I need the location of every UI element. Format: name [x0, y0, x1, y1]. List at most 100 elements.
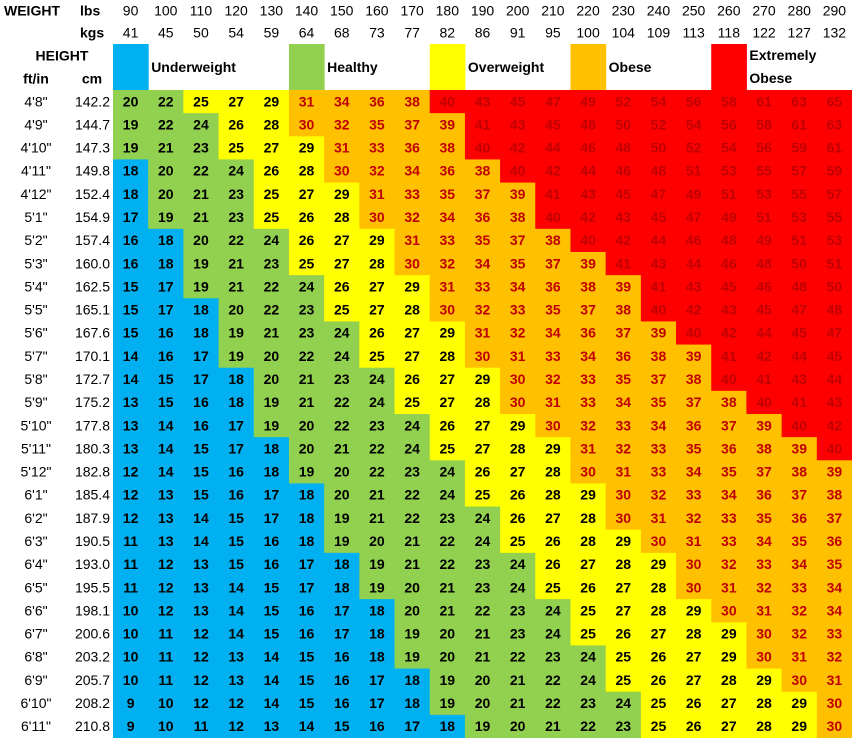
kgs-value: 73	[369, 25, 385, 41]
bmi-cell	[535, 622, 572, 647]
bmi-cell	[711, 552, 748, 577]
bmi-cell	[183, 552, 220, 577]
bmi-value: 12	[158, 556, 174, 572]
bmi-value: 40	[756, 394, 772, 410]
bmi-value: 10	[123, 649, 139, 665]
bmi-cell	[429, 90, 466, 114]
bmi-value: 39	[580, 255, 596, 271]
bmi-value: 30	[686, 579, 702, 595]
bmi-cell	[429, 344, 466, 369]
height-ftin: 5'4"	[24, 278, 47, 294]
bmi-cell	[816, 529, 852, 554]
bmi-cell	[816, 228, 852, 253]
bmi-cell	[288, 252, 325, 276]
bmi-value: 19	[193, 255, 209, 271]
bmi-cell	[676, 576, 712, 600]
bmi-cell	[429, 529, 466, 554]
bmi-cell	[640, 437, 677, 461]
legend-label: Extremely Obese	[749, 47, 817, 86]
bmi-value: 20	[475, 672, 491, 688]
bmi-value: 13	[158, 510, 174, 526]
bmi-cell	[640, 252, 677, 276]
bmi-cell	[429, 552, 466, 577]
bmi-value: 22	[404, 487, 420, 503]
bmi-value: 14	[193, 510, 209, 526]
bmi-cell	[605, 599, 642, 623]
height-cm: 152.4	[75, 186, 110, 202]
bmi-cell	[253, 552, 290, 577]
bmi-cell	[711, 483, 748, 508]
bmi-value: 23	[615, 718, 631, 734]
bmi-value: 49	[580, 93, 596, 109]
bmi-value: 51	[827, 255, 843, 271]
bmi-value: 16	[193, 417, 209, 433]
bmi-cell	[500, 182, 536, 207]
bmi-cell	[464, 275, 501, 299]
bmi-cell	[429, 367, 466, 392]
height-ftin: 5'11"	[21, 440, 51, 456]
kgs-value: 86	[475, 25, 491, 41]
bmi-value: 16	[264, 533, 280, 549]
legend-label: Healthy	[327, 58, 378, 75]
bmi-value: 39	[440, 116, 456, 132]
bmi-value: 25	[404, 394, 420, 410]
bmi-cell	[640, 576, 677, 600]
bmi-value: 55	[791, 186, 807, 202]
bmi-cell	[324, 390, 360, 415]
bmi-value: 31	[827, 672, 843, 688]
bmi-cell	[676, 228, 712, 253]
bmi-value: 37	[615, 325, 631, 341]
bmi-cell	[183, 506, 220, 531]
bmi-value: 26	[651, 649, 667, 665]
bmi-value: 39	[827, 464, 843, 480]
height-cm: 203.2	[75, 649, 110, 665]
bmi-value: 17	[264, 487, 280, 503]
bmi-value: 32	[440, 255, 456, 271]
bmi-cell	[605, 298, 642, 323]
bmi-value: 15	[299, 695, 315, 711]
bmi-value: 30	[686, 556, 702, 572]
bmi-cell	[570, 622, 607, 647]
bmi-cell	[429, 321, 466, 346]
bmi-value: 41	[721, 348, 737, 364]
bmi-value: 17	[404, 718, 420, 734]
bmi-cell	[148, 529, 184, 554]
bmi-value: 41	[791, 394, 807, 410]
bmi-cell	[640, 460, 677, 485]
kgs-value: 95	[545, 25, 561, 41]
bmi-cell	[394, 228, 431, 253]
bmi-cell	[640, 645, 677, 670]
bmi-cell	[535, 113, 572, 137]
bmi-cell	[218, 645, 255, 670]
bmi-value: 36	[756, 487, 772, 503]
bmi-cell	[464, 437, 501, 461]
bmi-value: 43	[651, 255, 667, 271]
bmi-cell	[535, 599, 572, 623]
bmi-value: 28	[686, 626, 702, 642]
bmi-value: 38	[510, 209, 526, 225]
bmi-value: 34	[827, 602, 843, 618]
bmi-cell	[113, 205, 149, 230]
kgs-value: 59	[264, 25, 280, 41]
bmi-value: 29	[475, 371, 491, 387]
lbs-value: 90	[123, 3, 139, 19]
height-ftin: 5'2"	[24, 232, 47, 248]
bmi-cell	[781, 205, 818, 230]
bmi-cell	[183, 90, 220, 114]
bmi-cell	[113, 552, 149, 577]
bmi-cell	[676, 113, 712, 137]
bmi-cell	[676, 275, 712, 299]
bmi-value: 29	[721, 649, 737, 665]
bmi-value: 19	[440, 695, 456, 711]
bmi-cell	[816, 298, 852, 323]
bmi-value: 28	[545, 464, 561, 480]
bmi-cell	[113, 367, 149, 392]
bmi-cell	[113, 483, 149, 508]
bmi-value: 45	[756, 302, 772, 318]
bmi-cell	[816, 136, 852, 161]
bmi-cell	[253, 252, 290, 276]
bmi-cell	[500, 437, 536, 461]
bmi-value: 11	[158, 626, 173, 642]
bmi-cell	[288, 599, 325, 623]
bmi-value: 24	[580, 672, 596, 688]
